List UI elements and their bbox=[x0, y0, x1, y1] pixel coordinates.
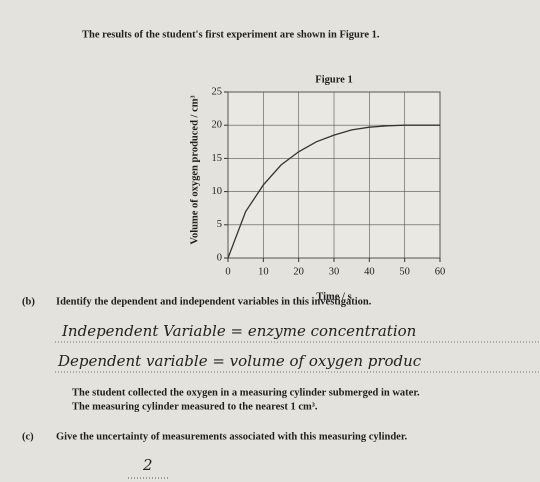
x-tick-label: 10 bbox=[258, 266, 269, 277]
y-tick-label: 20 bbox=[212, 120, 223, 131]
context-text: The student collected the oxygen in a me… bbox=[72, 387, 420, 398]
handwritten-answer: Independent Variable = enzyme concentrat… bbox=[61, 322, 416, 340]
x-tick-label: 60 bbox=[435, 266, 446, 277]
data-line bbox=[227, 124, 440, 259]
question-text: Identify the dependent and independent v… bbox=[56, 296, 372, 307]
question-number: (c) bbox=[22, 431, 34, 442]
y-tick-label: 0 bbox=[217, 252, 222, 263]
question-number: (b) bbox=[22, 296, 35, 307]
x-tick-label: 30 bbox=[329, 266, 340, 277]
y-tick-label: 25 bbox=[212, 86, 223, 97]
x-tick-label: 50 bbox=[399, 266, 410, 277]
question-text: Give the uncertainty of measurements ass… bbox=[56, 431, 408, 442]
y-tick-label: 5 bbox=[217, 219, 222, 230]
y-axis-label: Volume of oxygen produced / cm³ bbox=[189, 95, 200, 244]
intro: The results of the student's first exper… bbox=[82, 29, 380, 40]
x-tick-label: 20 bbox=[293, 266, 304, 277]
handwritten-answer: Dependent variable = volume of oxygen pr… bbox=[57, 352, 422, 370]
x-axis-label: Time / s bbox=[316, 291, 351, 302]
y-tick-label: 10 bbox=[212, 186, 223, 197]
chart-title: Figure 1 bbox=[315, 74, 352, 85]
x-tick-label: 40 bbox=[364, 266, 375, 277]
y-tick-label: 15 bbox=[212, 153, 223, 164]
handwritten-answer: 2 bbox=[142, 456, 153, 474]
x-tick-label: 0 bbox=[225, 266, 230, 277]
context-text: The measuring cylinder measured to the n… bbox=[72, 401, 318, 412]
